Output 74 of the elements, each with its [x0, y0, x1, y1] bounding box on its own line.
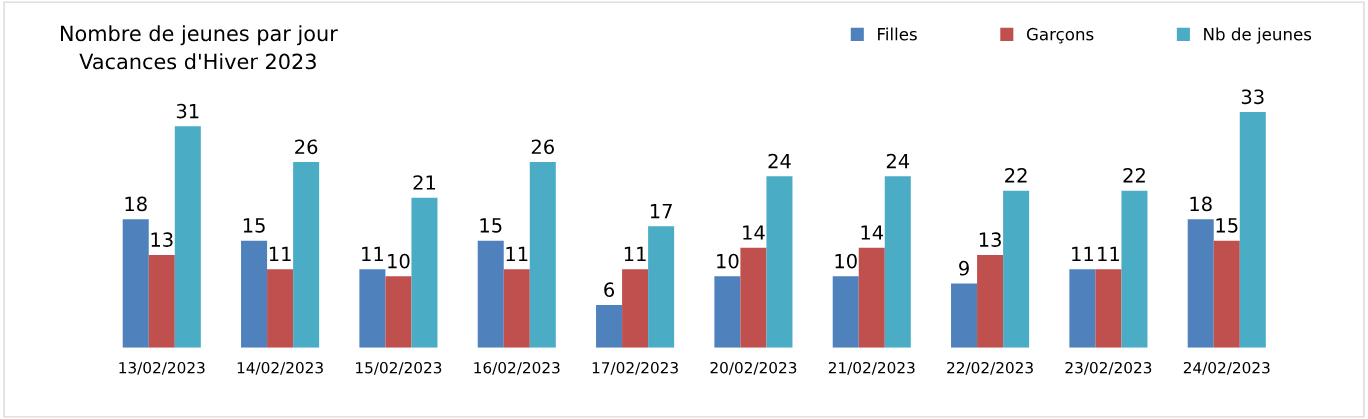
data-label: 10: [388, 253, 410, 269]
data-label: 26: [295, 139, 318, 155]
x-tick-label: 15/02/2023: [356, 361, 442, 375]
data-label: 33: [1241, 89, 1264, 105]
bar: [411, 197, 438, 348]
bar: [293, 162, 320, 348]
x-tick-label: 21/02/2023: [828, 361, 915, 375]
bar: [529, 162, 556, 348]
data-label: 11: [1072, 246, 1093, 261]
bar: [1121, 190, 1148, 348]
data-label: 22: [1123, 168, 1145, 183]
data-label: 13: [979, 232, 1001, 247]
bar: [740, 247, 767, 348]
x-tick-label: 13/02/2023: [119, 361, 205, 375]
bar: [477, 240, 504, 348]
data-label: 24: [768, 153, 791, 169]
bar: [648, 226, 675, 348]
bar: [1213, 240, 1240, 348]
x-tick-label: 17/02/2023: [592, 361, 678, 375]
bar: [503, 269, 530, 348]
data-label: 26: [531, 139, 554, 155]
data-label: 9: [959, 260, 969, 276]
chart-title: Nombre de jeunes par jour Vacances d'Hiver 2023: [60, 25, 338, 70]
data-label: 6: [604, 282, 615, 297]
bar: [122, 219, 149, 348]
data-label: 15: [243, 218, 265, 233]
bar: [622, 269, 649, 348]
bar: [1187, 219, 1214, 348]
bar: [858, 247, 885, 348]
data-label: 11: [1098, 246, 1119, 261]
bar: [951, 283, 978, 348]
data-label: 13: [151, 232, 173, 247]
data-label: 18: [125, 196, 147, 212]
data-label: 10: [717, 253, 739, 269]
x-tick-label: 24/02/2023: [1183, 361, 1270, 375]
x-tick-label: 16/02/2023: [474, 361, 560, 375]
data-label: 24: [886, 153, 910, 169]
legend-label: Nb de jeunes: [1204, 27, 1312, 44]
bar: [884, 176, 911, 348]
data-label: 11: [269, 246, 291, 261]
legend-label: Filles: [878, 27, 917, 41]
data-label: 17: [650, 203, 672, 219]
data-label: 21: [413, 175, 436, 190]
bar: [148, 254, 175, 348]
bar: [596, 304, 623, 348]
bar: [766, 176, 793, 348]
data-label: 11: [624, 246, 646, 261]
bar: [1239, 112, 1266, 348]
data-label: 31: [176, 103, 199, 119]
bar: [267, 269, 294, 348]
data-label: 11: [362, 246, 383, 261]
x-tick-label: 22/02/2023: [947, 361, 1033, 375]
bar: [832, 276, 859, 348]
data-label: 11: [506, 246, 528, 261]
data-label: 14: [743, 225, 765, 240]
bar: [1095, 269, 1122, 348]
x-tick-label: 20/02/2023: [710, 361, 797, 375]
bar: [977, 254, 1004, 348]
data-label: 10: [835, 253, 857, 269]
x-tick-label: 14/02/2023: [237, 361, 323, 375]
bar: [174, 126, 201, 348]
data-label: 18: [1190, 196, 1212, 212]
legend-label: Garçons: [1026, 27, 1094, 44]
bar: [385, 276, 412, 348]
bar: [359, 269, 386, 348]
bar: [714, 276, 741, 348]
x-tick-label: 23/02/2023: [1065, 361, 1152, 375]
bar: [241, 240, 268, 348]
data-label: 15: [1216, 218, 1238, 233]
data-label: 15: [480, 218, 502, 233]
bar: [1069, 269, 1096, 348]
bar: [1003, 190, 1030, 348]
data-label: 22: [1005, 168, 1027, 183]
data-label: 14: [861, 225, 884, 240]
